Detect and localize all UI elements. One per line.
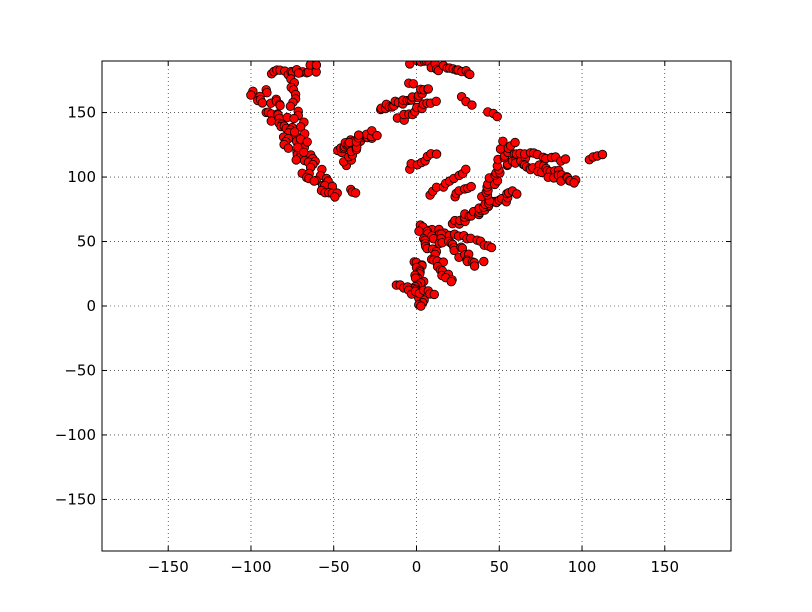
data-point: [354, 130, 364, 140]
data-point: [309, 176, 319, 186]
axis-ticks: −150 −100 −50 0 50 100 150 −150 −100 −50 0 50 100 150: [55, 61, 731, 576]
x-tick-label: 50: [490, 558, 509, 576]
data-point: [560, 154, 571, 164]
data-point: [429, 289, 440, 300]
data-point: [257, 98, 268, 108]
data-point: [431, 96, 441, 107]
y-tick-label: 150: [67, 104, 96, 122]
data-point: [372, 130, 382, 141]
data-point: [285, 101, 296, 112]
data-point: [416, 301, 426, 311]
data-point: [311, 61, 322, 70]
data-point: [467, 100, 477, 110]
x-tick-label: −50: [318, 558, 350, 576]
data-point: [302, 137, 312, 147]
data-point: [293, 142, 303, 153]
data-point: [512, 189, 522, 199]
data-point: [446, 276, 457, 287]
y-tick-label: −100: [55, 426, 96, 444]
data-point: [275, 100, 285, 111]
data-point: [569, 178, 579, 188]
data-point: [289, 113, 299, 124]
x-tick-label: 0: [412, 558, 422, 576]
data-point: [431, 149, 442, 159]
data-point: [498, 136, 508, 147]
data-point: [469, 261, 480, 271]
data-point: [293, 68, 304, 78]
data-point: [291, 155, 301, 165]
y-tick-label: 100: [67, 168, 96, 186]
data-point: [289, 127, 300, 137]
data-point: [408, 79, 419, 89]
data-point: [486, 242, 497, 253]
data-point: [266, 116, 277, 126]
y-tick-label: −150: [55, 490, 96, 508]
data-point: [465, 69, 475, 80]
data-point: [414, 226, 424, 236]
data-point: [423, 84, 434, 94]
x-tick-label: 150: [650, 558, 679, 576]
data-point: [298, 147, 309, 158]
y-tick-label: −50: [64, 361, 96, 379]
data-point: [466, 181, 476, 192]
data-point: [510, 137, 520, 148]
data-point: [295, 122, 306, 132]
x-tick-label: 100: [568, 558, 597, 576]
x-tick-label: −100: [230, 558, 271, 576]
data-point: [495, 144, 506, 154]
plot-area: [246, 61, 608, 311]
data-point: [283, 143, 294, 153]
data-point: [246, 90, 256, 100]
y-tick-label: 0: [86, 297, 96, 315]
data-point: [492, 111, 502, 122]
data-point: [479, 256, 489, 267]
data-point: [330, 192, 340, 202]
data-point: [461, 164, 471, 175]
y-tick-label: 50: [77, 233, 96, 251]
data-point: [350, 188, 361, 198]
x-tick-label: −150: [148, 558, 189, 576]
data-points: [246, 61, 608, 311]
data-point: [597, 149, 608, 160]
